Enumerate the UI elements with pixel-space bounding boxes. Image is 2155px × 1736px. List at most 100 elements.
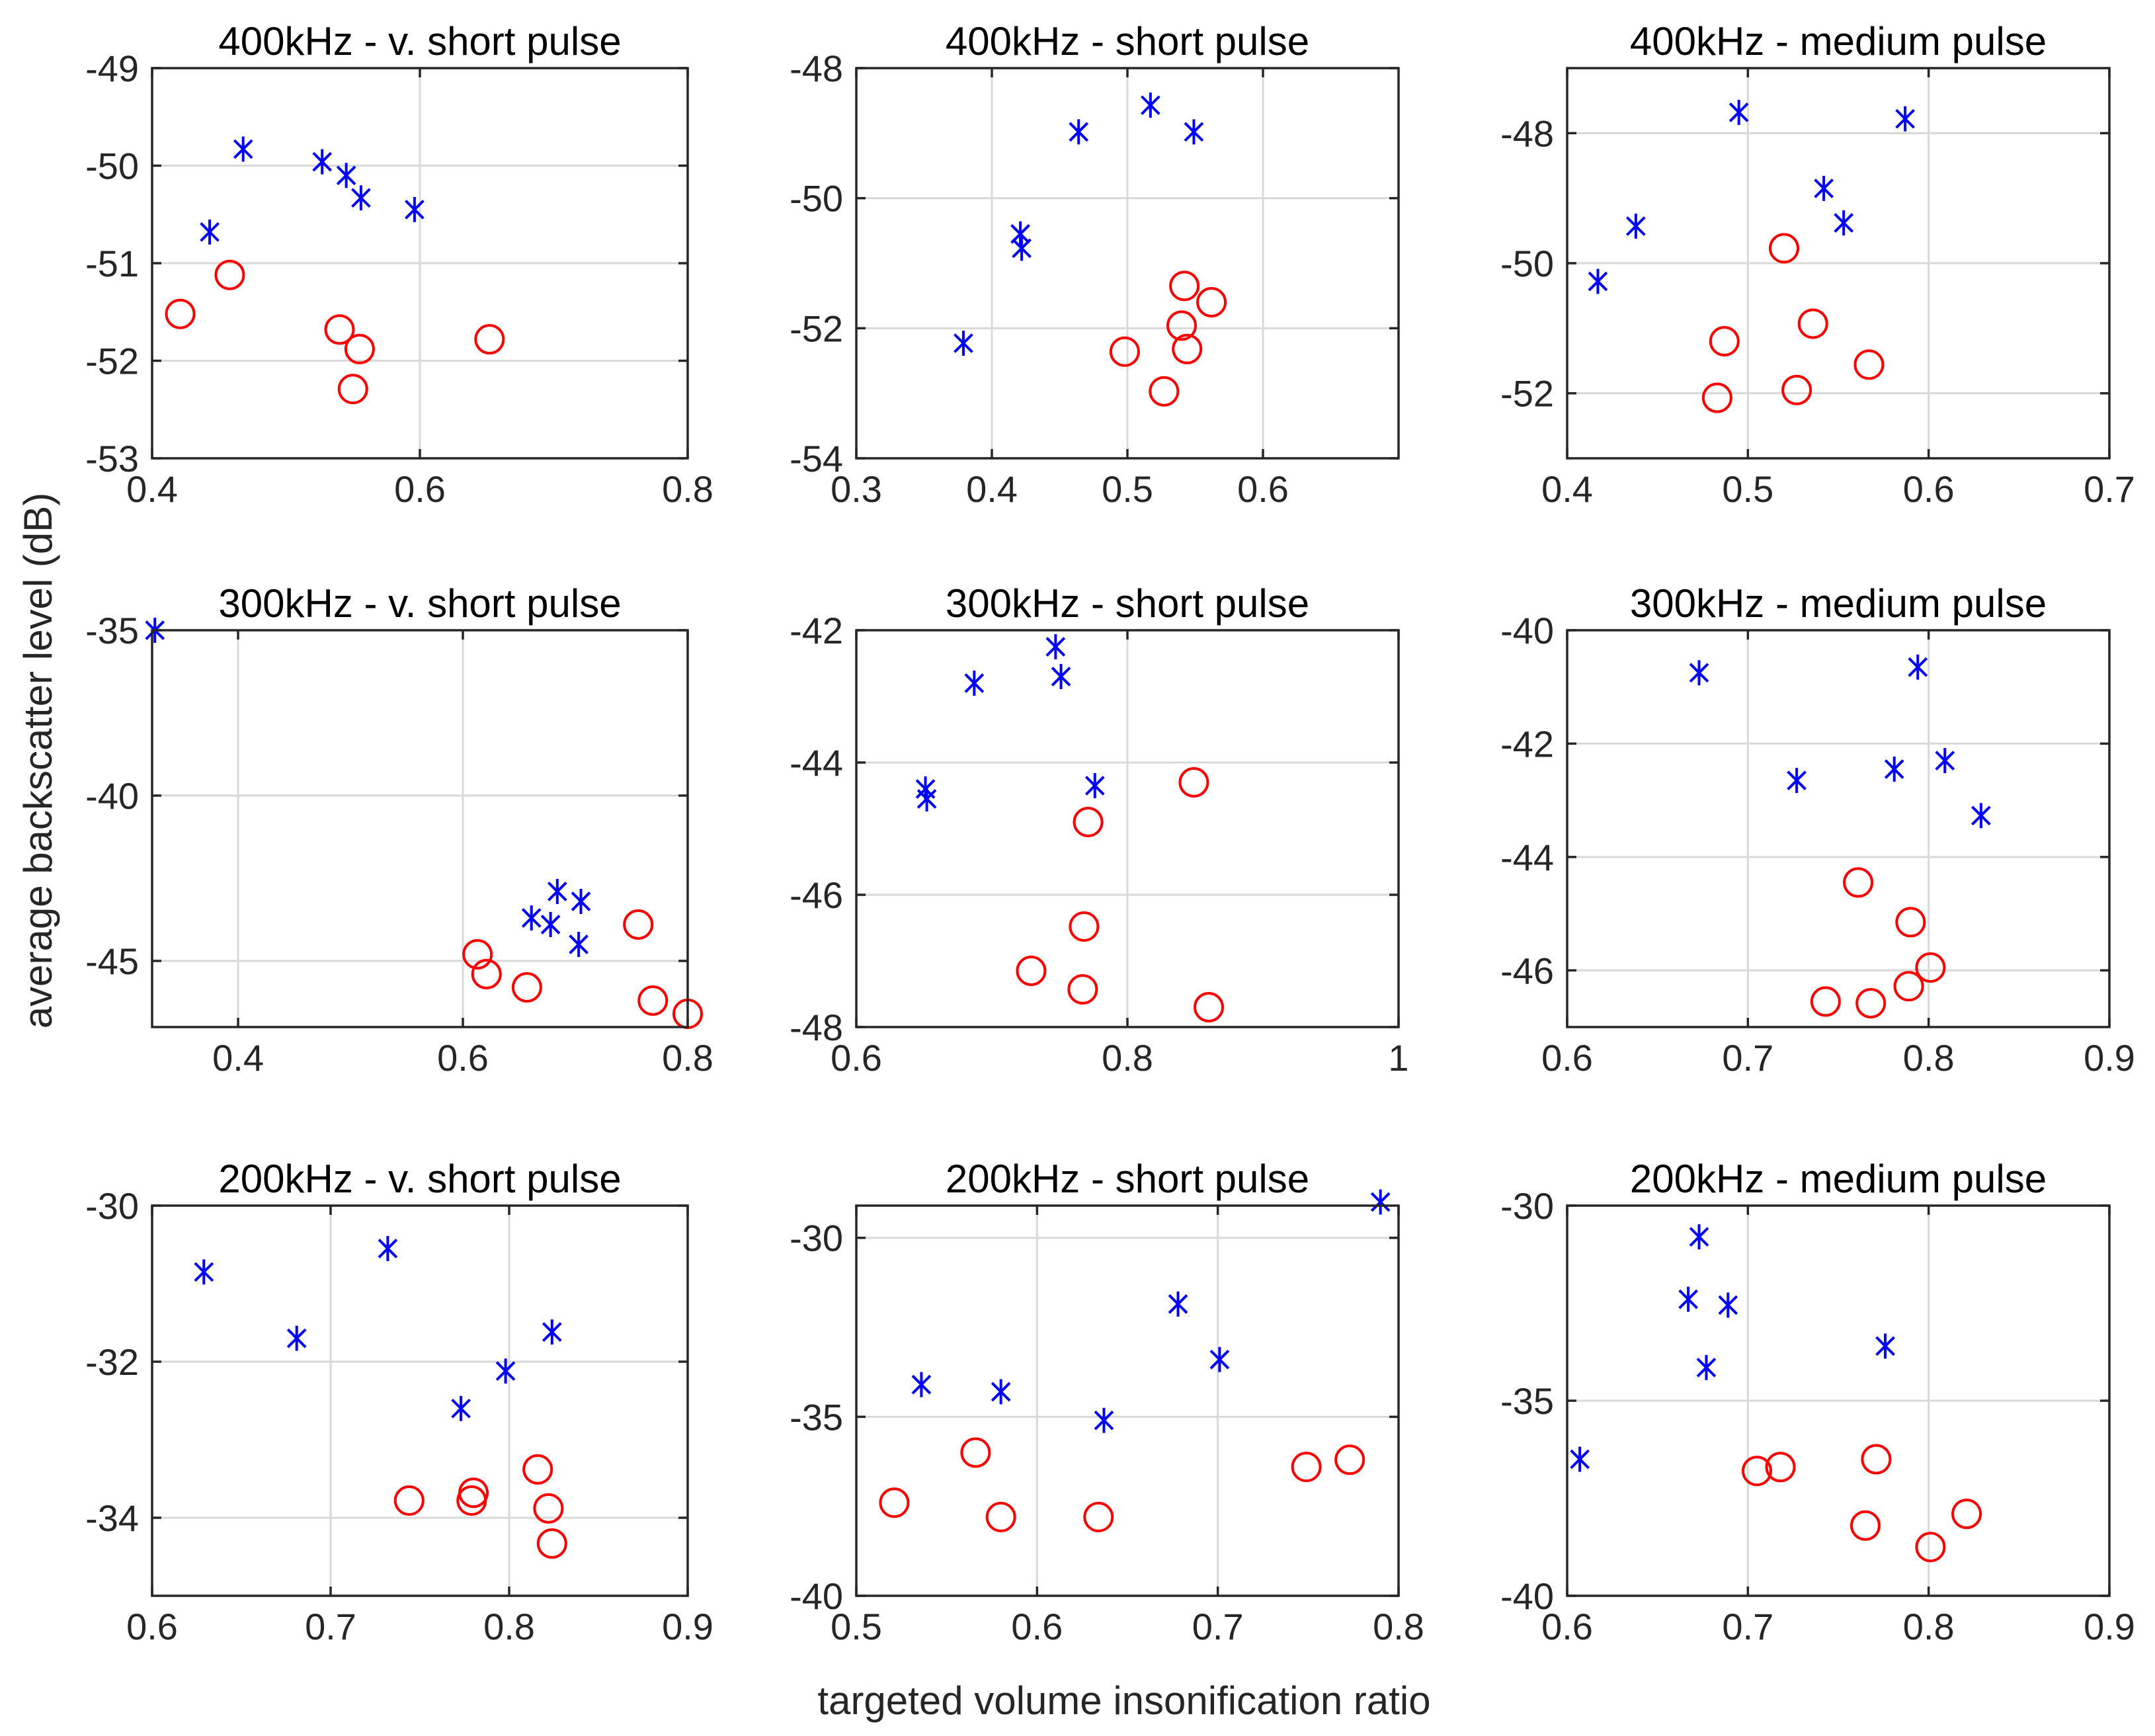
circle-marker — [1196, 287, 1227, 317]
star-marker — [1678, 1286, 1698, 1312]
x-tick-label: 0.5 — [1722, 468, 1773, 510]
circle-marker — [1149, 376, 1180, 407]
axes-box — [1566, 629, 2111, 1028]
y-tick-label: -52 — [85, 341, 139, 382]
star-marker — [954, 330, 973, 356]
x-tick-label: 0.6 — [1011, 1606, 1063, 1647]
x-tick-label: 0.7 — [1192, 1606, 1244, 1647]
y-tick-label: -30 — [1500, 1185, 1554, 1227]
circle-marker — [1073, 807, 1104, 837]
y-tick-label: -50 — [1500, 243, 1554, 284]
circle-marker — [879, 1487, 910, 1518]
x-tick-label: 0.5 — [1102, 468, 1153, 510]
x-tick-label: 0.6 — [831, 1037, 882, 1079]
x-tick-label: 0.3 — [831, 468, 882, 510]
star-marker — [495, 1358, 516, 1384]
x-tick-label: 0.6 — [1541, 1606, 1593, 1647]
y-tick-label: -32 — [85, 1341, 139, 1383]
panel-title: 300kHz - v. short pulse — [218, 581, 621, 626]
circle-marker — [1178, 767, 1209, 798]
star-marker — [451, 1395, 471, 1421]
circle-marker — [1067, 974, 1098, 1005]
axes-box — [151, 1204, 689, 1597]
star-marker — [1141, 93, 1160, 118]
x-tick-label: 0.7 — [1722, 1606, 1773, 1647]
star-marker — [1875, 1333, 1895, 1359]
star-marker — [1570, 1446, 1590, 1472]
panel-title: 400kHz - short pulse — [946, 19, 1309, 63]
plot-background — [152, 1206, 688, 1596]
star-marker — [1051, 664, 1071, 689]
x-tick-label: 0.9 — [2084, 1606, 2135, 1647]
star-marker — [521, 905, 542, 930]
star-marker — [1908, 654, 1928, 680]
circle-marker — [1797, 308, 1828, 339]
y-tick-label: -35 — [1500, 1380, 1554, 1422]
x-tick-label: 0.6 — [1541, 1037, 1593, 1079]
y-tick-label: -52 — [1500, 373, 1554, 415]
circle-marker — [1765, 1452, 1796, 1483]
star-marker — [911, 1372, 932, 1397]
x-tick-label: 0.8 — [662, 468, 713, 510]
circle-marker — [1850, 1510, 1881, 1541]
plot-background — [856, 1206, 1399, 1596]
x-tick-label: 0.4 — [966, 468, 1018, 510]
panel-title: 400kHz - medium pulse — [1630, 19, 2047, 63]
y-tick-label: -40 — [1500, 1575, 1554, 1617]
panel-title: 200kHz - v. short pulse — [218, 1157, 621, 1201]
star-marker — [1696, 1354, 1717, 1380]
star-marker — [200, 219, 220, 245]
y-tick-label: -50 — [790, 178, 843, 220]
x-tick-label: 0.8 — [1102, 1037, 1153, 1079]
star-marker — [351, 185, 371, 211]
circle-marker — [165, 298, 196, 329]
scatter-panel: 0.6 0.7 0.8 0.9 -40 -35 -30 200kHz - medium pul… — [1500, 1157, 2135, 1647]
star-marker — [1012, 235, 1032, 261]
circle-marker — [1069, 911, 1100, 942]
circle-marker — [344, 333, 375, 364]
x-tick-label: 0.9 — [662, 1606, 713, 1647]
scatter-panel: 0.6 0.7 0.8 0.9 -46 -44 -42 -40 300kHz - medium … — [1500, 581, 2135, 1079]
circle-marker — [324, 314, 355, 345]
y-tick-label: -35 — [790, 1396, 843, 1438]
circle-marker — [1172, 333, 1203, 364]
star-marker — [1084, 773, 1105, 798]
y-tick-label: -35 — [85, 610, 139, 651]
x-tick-label: 0.6 — [394, 468, 446, 510]
circle-marker — [1951, 1499, 1982, 1530]
y-tick-label: -53 — [85, 438, 139, 479]
y-tick-label: -42 — [1500, 723, 1554, 765]
circle-marker — [337, 374, 368, 405]
circle-marker — [1709, 326, 1740, 356]
star-marker — [286, 1325, 307, 1351]
y-tick-label: -30 — [790, 1218, 843, 1259]
star-marker — [405, 196, 425, 222]
scatter-panel: 0.5 0.6 0.7 0.8 -40 -35 -30 200kHz - short puls… — [790, 1157, 1424, 1647]
star-marker — [1689, 660, 1709, 686]
y-tick-label: -50 — [85, 145, 139, 187]
x-tick-label: 0.5 — [831, 1606, 882, 1647]
y-tick-label: -44 — [790, 742, 843, 784]
circle-marker — [1701, 382, 1732, 413]
circle-marker — [1016, 956, 1047, 986]
y-tick-label: -49 — [85, 48, 139, 89]
circle-marker — [511, 972, 542, 1003]
x-tick-label: 0.6 — [1237, 468, 1289, 510]
circle-marker — [458, 1477, 489, 1509]
circle-marker — [1853, 349, 1885, 380]
scatter-panel: 0.4 0.6 0.8 -53 -52 -51 -50 -49 400kHz - v. shor… — [85, 19, 713, 510]
circle-marker — [1915, 1532, 1946, 1563]
circle-marker — [1742, 1456, 1772, 1487]
plot-background — [152, 630, 688, 1027]
panel-title: 300kHz - medium pulse — [1630, 581, 2047, 626]
y-tick-label: -54 — [790, 438, 843, 479]
star-marker — [1370, 1189, 1391, 1215]
circle-marker — [1083, 1501, 1114, 1532]
x-tick-label: 0.8 — [1903, 1037, 1955, 1079]
star-marker — [964, 671, 985, 696]
star-marker — [1728, 99, 1749, 125]
circle-marker — [1895, 907, 1926, 938]
x-tick-label: 0.6 — [1903, 468, 1955, 510]
y-tick-label: -46 — [1500, 950, 1554, 991]
panel-title: 200kHz - short pulse — [946, 1157, 1309, 1201]
